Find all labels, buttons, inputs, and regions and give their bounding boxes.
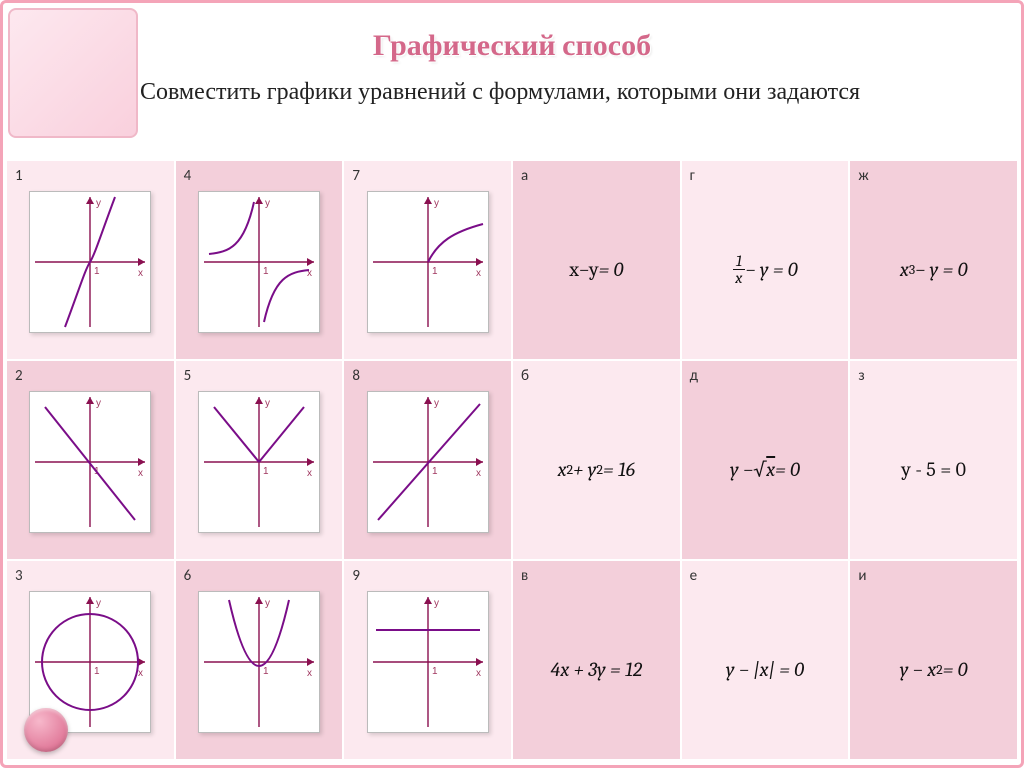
page-title: Графический способ <box>0 28 1024 63</box>
formula-cell-б: бx2 + y2 = 16 <box>512 360 681 560</box>
svg-text:y: y <box>265 598 270 609</box>
cell-label: ж <box>858 167 1009 185</box>
svg-text:1: 1 <box>263 466 269 477</box>
svg-text:x: x <box>307 468 312 479</box>
graph-horiz: 1 x y <box>367 591 489 733</box>
cell-label: з <box>858 367 1009 385</box>
cell-label: 7 <box>352 167 503 185</box>
svg-text:1: 1 <box>432 266 438 277</box>
cell-label: е <box>690 567 841 585</box>
graph-cell-2: 2 1 x y <box>6 360 175 560</box>
graph-cell-6: 6 1 x y <box>175 560 344 760</box>
cell-label: г <box>690 167 841 185</box>
svg-text:1: 1 <box>432 666 438 677</box>
cell-label: 9 <box>352 567 503 585</box>
svg-text:x: x <box>476 468 481 479</box>
cell-label: 5 <box>184 367 335 385</box>
formula-и: y − x2 = 0 <box>858 585 1009 753</box>
svg-text:x: x <box>138 668 143 679</box>
graph-cell-4: 4 1 x y <box>175 160 344 360</box>
formula-в: 4x + 3y = 12 <box>521 585 672 753</box>
cell-label: б <box>521 367 672 385</box>
svg-text:y: y <box>265 198 270 209</box>
svg-text:y: y <box>96 598 101 609</box>
svg-text:y: y <box>96 198 101 209</box>
svg-text:x: x <box>476 268 481 279</box>
cell-label: 1 <box>15 167 166 185</box>
graph-cell-7: 7 1 x y <box>343 160 512 360</box>
graph-neg_line: 1 x y <box>29 391 151 533</box>
cell-label: в <box>521 567 672 585</box>
graph-cell-8: 8 1 x y <box>343 360 512 560</box>
cell-label: а <box>521 167 672 185</box>
svg-text:1: 1 <box>263 666 269 677</box>
formula-cell-з: зy - 5 = 0 <box>849 360 1018 560</box>
formula-cell-а: аx − y = 0 <box>512 160 681 360</box>
formula-cell-и: иy − x2 = 0 <box>849 560 1018 760</box>
formula-cell-д: дy − √x = 0 <box>681 360 850 560</box>
formula-cell-в: в4x + 3y = 12 <box>512 560 681 760</box>
formula-з: y - 5 = 0 <box>858 385 1009 553</box>
svg-text:1: 1 <box>432 466 438 477</box>
matching-grid: 1 1 x y 4 1 x y 7 1 x y аx − y = 0г1x − … <box>6 160 1018 760</box>
formula-cell-г: г1x − y = 0 <box>681 160 850 360</box>
cell-label: 2 <box>15 367 166 385</box>
graph-parabola: 1 x y <box>198 591 320 733</box>
svg-text:x: x <box>138 468 143 479</box>
svg-text:y: y <box>265 398 270 409</box>
graph-cell-9: 9 1 x y <box>343 560 512 760</box>
graph-cubic: 1 x y <box>29 191 151 333</box>
svg-text:y: y <box>96 398 101 409</box>
svg-text:y: y <box>434 398 439 409</box>
svg-text:1: 1 <box>263 266 269 277</box>
graph-identity: 1 x y <box>367 391 489 533</box>
svg-text:1: 1 <box>94 666 100 677</box>
page-subtitle: Совместить графики уравнений с формулами… <box>140 76 984 108</box>
svg-text:y: y <box>434 198 439 209</box>
svg-text:x: x <box>138 268 143 279</box>
cell-label: д <box>690 367 841 385</box>
formula-а: x − y = 0 <box>521 185 672 353</box>
cell-label: 3 <box>15 567 166 585</box>
formula-cell-е: еy − |x| = 0 <box>681 560 850 760</box>
graph-cell-5: 5 1 x y <box>175 360 344 560</box>
cell-label: 4 <box>184 167 335 185</box>
formula-е: y − |x| = 0 <box>690 585 841 753</box>
graph-reciprocal: 1 x y <box>198 191 320 333</box>
cell-label: 8 <box>352 367 503 385</box>
formula-б: x2 + y2 = 16 <box>521 385 672 553</box>
cell-label: 6 <box>184 567 335 585</box>
graph-cell-1: 1 1 x y <box>6 160 175 360</box>
graph-abs: 1 x y <box>198 391 320 533</box>
cell-label: и <box>858 567 1009 585</box>
formula-г: 1x − y = 0 <box>690 185 841 353</box>
formula-ж: x3 − y = 0 <box>858 185 1009 353</box>
formula-д: y − √x = 0 <box>690 385 841 553</box>
svg-text:x: x <box>307 668 312 679</box>
svg-text:y: y <box>434 598 439 609</box>
nav-button[interactable] <box>24 708 68 752</box>
svg-text:1: 1 <box>94 266 100 277</box>
svg-text:x: x <box>476 668 481 679</box>
graph-sqrt: 1 x y <box>367 191 489 333</box>
formula-cell-ж: жx3 − y = 0 <box>849 160 1018 360</box>
